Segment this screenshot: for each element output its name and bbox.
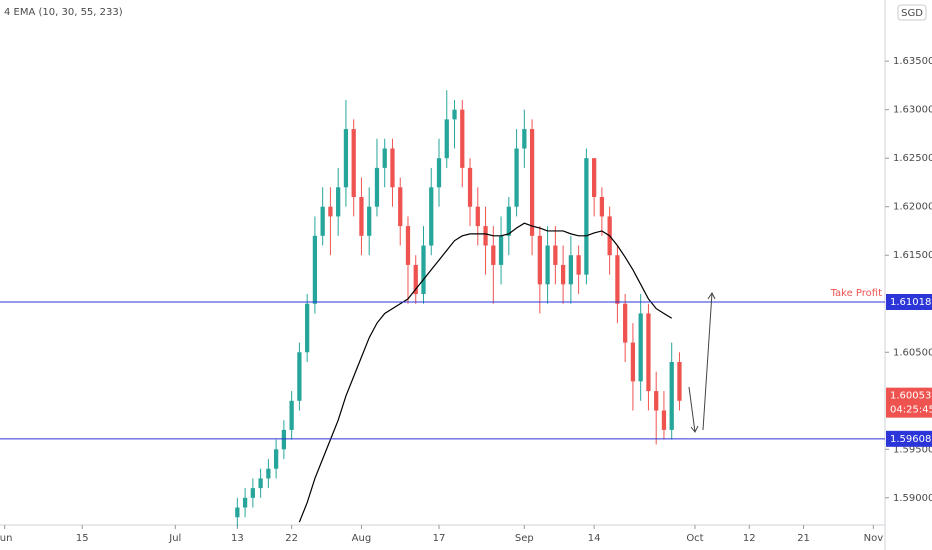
candle-body xyxy=(312,235,318,304)
x-tick-label: 12 xyxy=(743,533,756,544)
candle-body xyxy=(343,129,349,188)
candle-body xyxy=(646,313,651,392)
candle-body xyxy=(498,235,504,265)
candle-body xyxy=(630,342,636,382)
currency-label: SGD xyxy=(901,8,923,19)
candle-body xyxy=(483,226,488,246)
candle-body xyxy=(351,129,356,197)
candle-body xyxy=(661,410,667,430)
up-arrow xyxy=(702,292,716,431)
y-tick-label: 1.62500 xyxy=(893,153,932,164)
candle-body xyxy=(242,497,248,508)
candle-body xyxy=(584,158,589,275)
y-tick-label: 1.59000 xyxy=(893,493,932,504)
candle-body xyxy=(560,264,566,285)
candle-body xyxy=(328,206,333,217)
down-arrow xyxy=(688,386,699,433)
candle-body xyxy=(382,148,387,168)
candle-body xyxy=(460,109,465,168)
candle-body xyxy=(615,255,620,304)
y-tick-label: 1.59500 xyxy=(893,444,932,455)
x-tick-label: 21 xyxy=(797,533,810,544)
candle-body xyxy=(592,158,597,197)
candle-body xyxy=(320,206,325,236)
candle-body xyxy=(235,507,240,518)
x-tick-label: Jun xyxy=(0,533,12,544)
candle-body xyxy=(359,196,364,236)
candle-body xyxy=(413,264,418,295)
candle-body xyxy=(444,119,449,159)
candle-body xyxy=(537,235,542,285)
y-tick-label: 1.61500 xyxy=(893,250,932,261)
candle-body xyxy=(367,206,372,236)
x-tick-label: 15 xyxy=(76,533,89,544)
candle-body xyxy=(467,167,473,207)
candle-body xyxy=(250,488,255,498)
price-label: 1.61018 xyxy=(890,297,931,308)
candle-body xyxy=(638,313,643,382)
x-tick-label: Nov xyxy=(864,533,884,544)
candle-body xyxy=(405,226,411,265)
candle-body xyxy=(289,400,294,430)
indicator-label: 4 EMA (10, 30, 55, 233) xyxy=(4,7,123,18)
x-tick-label: 22 xyxy=(285,533,298,544)
countdown-label: 04:25:45 xyxy=(890,405,932,416)
x-tick-label: 14 xyxy=(588,533,601,544)
candle-body xyxy=(336,187,341,217)
candle-body xyxy=(258,478,263,489)
x-tick-label: Oct xyxy=(686,533,703,544)
candle-body xyxy=(669,361,674,430)
y-tick-label: 1.62000 xyxy=(893,202,932,213)
last-price-label: 1.60053 xyxy=(890,391,931,402)
y-tick-label: 1.63500 xyxy=(893,56,932,67)
candle-body xyxy=(553,245,558,265)
candle-body xyxy=(305,303,310,353)
candle-body xyxy=(529,129,535,236)
candle-body xyxy=(281,429,287,450)
candle-body xyxy=(374,167,380,207)
price-label-box xyxy=(886,293,932,310)
candle-body xyxy=(390,148,395,188)
x-tick-label: Sep xyxy=(515,533,534,544)
x-tick-label: Jul xyxy=(168,533,181,544)
candle-body xyxy=(654,391,659,411)
candle-body xyxy=(398,187,403,227)
x-tick-label: 13 xyxy=(231,533,244,544)
candle-body xyxy=(273,449,279,469)
candle-body xyxy=(623,303,628,343)
y-tick-label: 1.63000 xyxy=(893,105,932,116)
candle-body xyxy=(429,187,434,246)
price-label-box xyxy=(886,430,932,447)
candle-body xyxy=(491,245,496,265)
candle-body xyxy=(506,206,511,236)
price-line-text: Take Profit xyxy=(830,288,883,299)
x-tick-label: Aug xyxy=(352,533,372,544)
candle-body xyxy=(514,148,519,207)
candle-body xyxy=(576,255,581,275)
candle-body xyxy=(421,245,426,295)
ema-line xyxy=(298,222,673,523)
candle-body xyxy=(452,109,457,120)
currency-badge[interactable] xyxy=(897,4,927,21)
y-tick-label: 1.60500 xyxy=(893,347,932,358)
x-tick-label: 17 xyxy=(433,533,446,544)
candle-body xyxy=(297,352,302,401)
candle-body xyxy=(545,245,550,285)
candle-body xyxy=(522,129,527,149)
candle-body xyxy=(436,158,442,188)
last-price-box xyxy=(886,387,932,418)
candle-body xyxy=(266,468,271,479)
price-label: 1.59608 xyxy=(890,434,931,445)
candle-body xyxy=(677,361,682,401)
candle-body xyxy=(568,255,574,285)
candle-body xyxy=(475,206,480,227)
candle-body xyxy=(599,196,605,217)
